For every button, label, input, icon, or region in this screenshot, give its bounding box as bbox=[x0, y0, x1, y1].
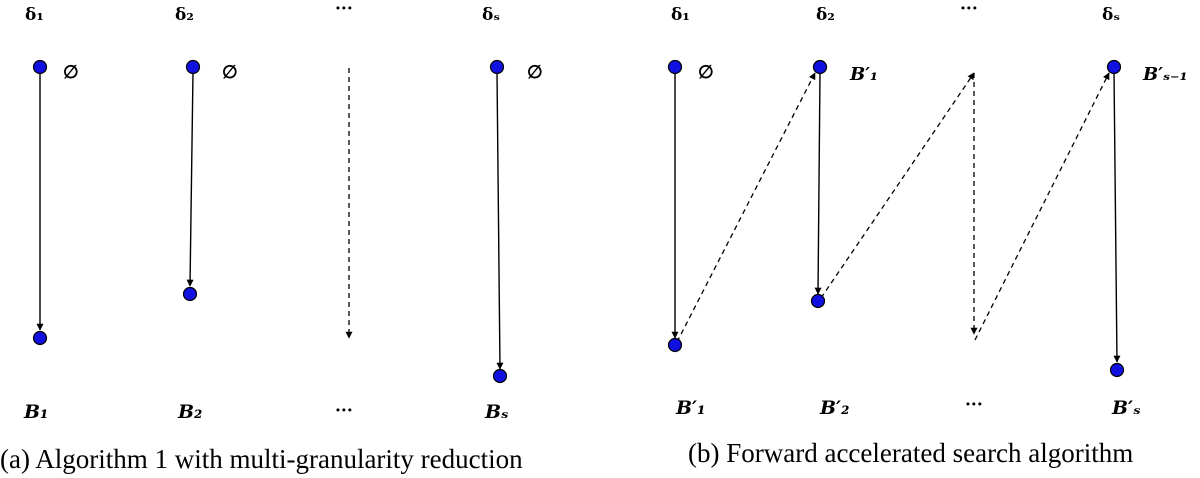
panel-a-node-end-2 bbox=[182, 286, 198, 302]
panel-b-dashed-arrow-4 bbox=[974, 72, 1110, 341]
panel-b-node-start-4 bbox=[1106, 59, 1122, 75]
panel-a-node-end-4 bbox=[492, 368, 508, 384]
panel-a-node-start-2 bbox=[185, 59, 201, 75]
panel-b-start-label-1: ∅ bbox=[698, 62, 714, 83]
panel-a-node-end-1 bbox=[32, 330, 48, 346]
panel-a-bottom-label-2: B₂ bbox=[177, 401, 202, 423]
panel-a-top-label-1: δ₁ bbox=[25, 5, 44, 25]
panel-b-top-label-4: δₛ bbox=[1102, 5, 1120, 25]
panel-b-dashed-arrow-2 bbox=[820, 72, 975, 299]
panel-b-bottom-label-4: B′ₛ bbox=[1111, 397, 1141, 419]
panel-b-arrow-4 bbox=[1113, 71, 1121, 363]
panel-b-node-start-1 bbox=[667, 59, 683, 75]
panel-b-top-label-1: δ₁ bbox=[671, 5, 690, 25]
panel-a-start-label-2: ∅ bbox=[222, 62, 238, 83]
panel-a-caption: (a) Algorithm 1 with multi-granularity r… bbox=[0, 444, 523, 474]
panel-b-top-label-2: δ₂ bbox=[816, 5, 835, 25]
panel-a-arrow-2 bbox=[186, 71, 194, 287]
panel-b-bottom-label-2: B′₂ bbox=[819, 397, 849, 419]
panel-b: δ₁ δ₂ ··· δₛ ∅ B′₁ B′ₛ₋₁ B′₁ B′₂ ··· B′ₛ… bbox=[667, 0, 1187, 468]
panel-a: δ₁ δ₂ ··· δₛ ∅ ∅ ∅ B₁ B₂ ··· Bₛ (a) Algo… bbox=[0, 0, 543, 474]
panel-a-bottom-label-1: B₁ bbox=[23, 401, 48, 423]
panel-a-start-label-1: ∅ bbox=[63, 62, 79, 83]
panel-b-dashed-arrow-1 bbox=[676, 72, 816, 343]
panel-b-node-end-2 bbox=[810, 293, 826, 309]
panel-b-node-end-4 bbox=[1109, 362, 1125, 378]
panel-b-caption: (b) Forward accelerated search algorithm bbox=[688, 438, 1133, 468]
panel-a-arrow-4 bbox=[496, 71, 504, 370]
panel-a-start-label-4: ∅ bbox=[527, 62, 543, 83]
panel-b-start-label-4: B′ₛ₋₁ bbox=[1142, 64, 1187, 85]
panel-b-node-end-1 bbox=[667, 337, 683, 353]
panel-a-top-label-4: δₛ bbox=[482, 5, 500, 25]
panel-b-arrow-2 bbox=[814, 71, 822, 295]
panel-a-bottom-label-3: ··· bbox=[335, 401, 353, 421]
panel-b-bottom-label-1: B′₁ bbox=[675, 397, 705, 419]
panel-a-top-label-3: ··· bbox=[335, 0, 353, 19]
panel-a-top-label-2: δ₂ bbox=[175, 5, 194, 25]
panel-b-node-start-2 bbox=[812, 59, 828, 75]
panel-b-top-label-3: ··· bbox=[960, 0, 978, 19]
panel-a-bottom-label-4: Bₛ bbox=[484, 401, 509, 423]
panel-b-bottom-label-3: ··· bbox=[965, 395, 983, 415]
panel-a-node-start-1 bbox=[32, 59, 48, 75]
panel-a-node-start-4 bbox=[489, 59, 505, 75]
panel-b-start-label-2: B′₁ bbox=[849, 64, 878, 85]
